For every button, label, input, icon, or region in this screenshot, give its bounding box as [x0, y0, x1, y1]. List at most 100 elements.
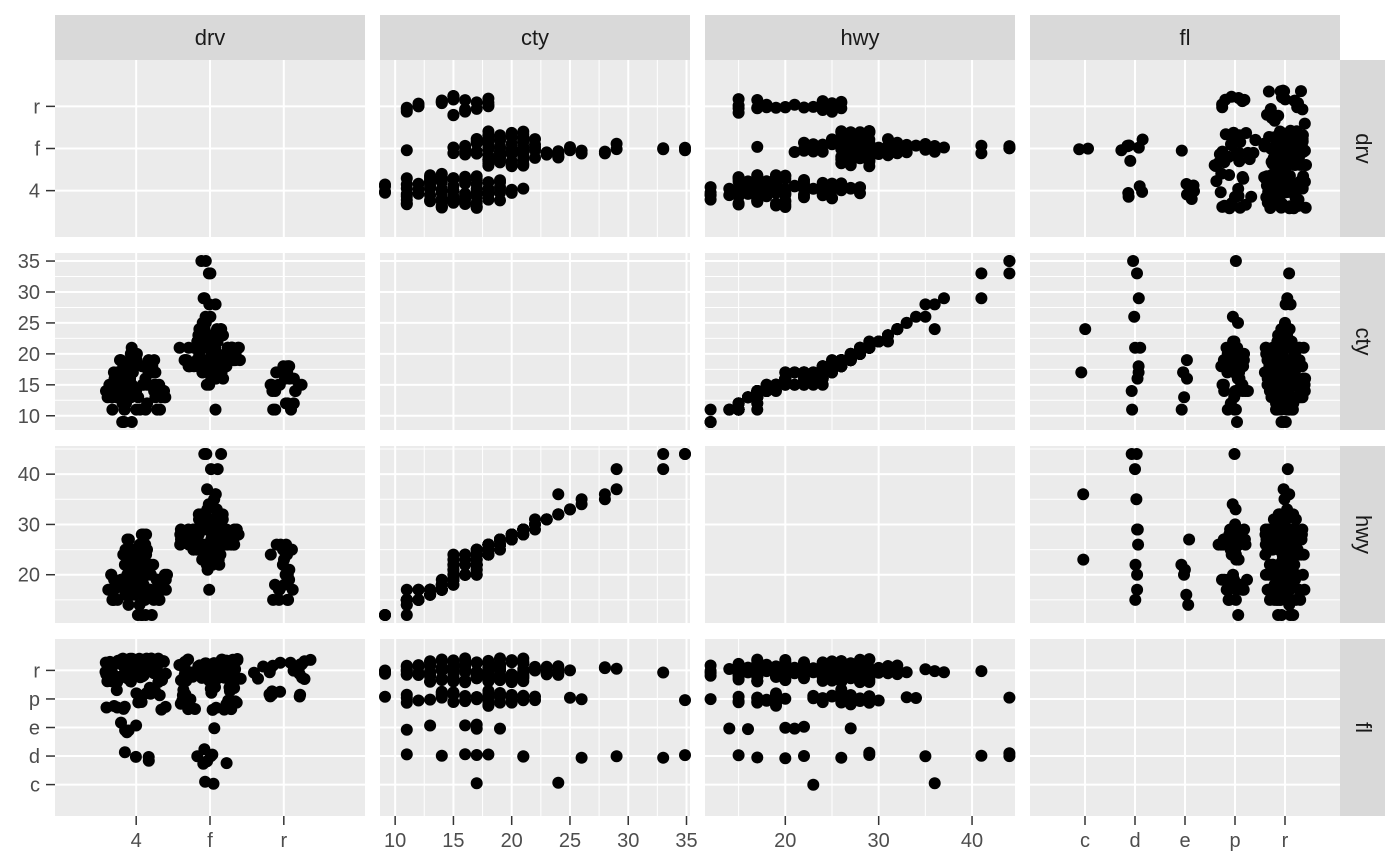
data-point-drv-vs-hwy — [760, 190, 773, 203]
data-point-fl-vs-hwy — [826, 658, 838, 671]
data-point-drv-vs-hwy — [844, 126, 857, 139]
data-point-hwy-vs-fl — [1132, 538, 1145, 551]
data-point-cty-vs-drv — [204, 310, 217, 323]
data-point-cty-vs-fl — [1217, 378, 1230, 391]
data-point-cty-vs-hwy — [938, 292, 950, 305]
data-point-cty-vs-fl — [1125, 385, 1138, 397]
data-point-fl-vs-cty — [435, 689, 448, 701]
data-point-cty-vs-hwy — [807, 378, 820, 391]
strip-right-label-fl: fl — [1351, 722, 1376, 733]
data-point-cty-vs-fl — [1177, 366, 1190, 379]
data-point-fl-vs-drv — [100, 701, 113, 714]
data-point-drv-vs-fl — [1288, 94, 1301, 107]
data-point-fl-vs-drv — [298, 655, 311, 668]
data-point-hwy-vs-drv — [269, 578, 281, 591]
data-point-drv-vs-fl — [1121, 140, 1134, 153]
data-point-fl-vs-drv — [199, 775, 212, 788]
data-point-hwy-vs-drv — [203, 583, 216, 596]
x-tick-label-fl: d — [1129, 830, 1140, 852]
data-point-drv-vs-cty — [424, 169, 437, 182]
data-point-drv-vs-cty — [598, 145, 611, 158]
data-point-fl-vs-drv — [159, 700, 172, 713]
data-point-cty-vs-drv — [215, 323, 228, 336]
data-point-fl-vs-hwy — [835, 751, 848, 764]
data-point-fl-vs-cty — [529, 663, 541, 676]
data-point-drv-vs-fl — [1247, 146, 1260, 159]
data-point-fl-vs-hwy — [928, 665, 941, 678]
data-point-drv-vs-fl — [1218, 156, 1231, 169]
data-point-cty-vs-fl — [1263, 360, 1276, 373]
data-point-fl-vs-cty — [657, 666, 670, 679]
x-tick-label-hwy: 30 — [868, 830, 890, 852]
data-point-fl-vs-hwy — [732, 749, 745, 762]
strip-right-label-drv: drv — [1351, 133, 1376, 164]
data-point-drv-vs-cty — [447, 90, 460, 102]
data-point-hwy-vs-fl — [1130, 493, 1143, 506]
y-tick-label-fl: e — [29, 718, 40, 740]
data-point-fl-vs-hwy — [751, 751, 764, 764]
strip-right-label-hwy: hwy — [1351, 515, 1376, 554]
data-point-fl-vs-cty — [459, 748, 472, 761]
data-point-cty-vs-fl — [1224, 397, 1237, 410]
data-point-fl-vs-cty — [435, 654, 448, 667]
data-point-hwy-vs-cty — [610, 463, 623, 476]
data-point-drv-vs-fl — [1225, 137, 1238, 150]
data-point-drv-vs-cty — [517, 153, 530, 166]
data-point-hwy-vs-drv — [122, 533, 135, 546]
data-point-drv-vs-hwy — [807, 182, 820, 195]
data-point-drv-vs-fl — [1286, 183, 1299, 196]
data-point-fl-vs-cty — [400, 668, 413, 681]
data-point-drv-vs-hwy — [770, 169, 782, 182]
strip-top-cty — [380, 15, 690, 60]
data-point-fl-vs-cty — [435, 673, 448, 686]
data-point-fl-vs-cty — [400, 748, 413, 761]
data-point-fl-vs-hwy — [779, 752, 792, 765]
data-point-fl-vs-hwy — [1003, 691, 1016, 704]
data-point-drv-vs-cty — [505, 126, 518, 139]
data-point-fl-vs-hwy — [807, 778, 820, 791]
data-point-drv-vs-hwy — [779, 101, 792, 113]
data-point-cty-vs-hwy — [882, 329, 894, 342]
data-point-drv-vs-hwy — [770, 177, 782, 190]
data-point-drv-vs-hwy — [779, 169, 792, 182]
data-point-fl-vs-cty — [494, 722, 506, 735]
data-point-cty-vs-fl — [1229, 255, 1242, 267]
data-point-drv-vs-hwy — [760, 98, 773, 111]
data-point-cty-vs-hwy — [770, 385, 782, 397]
data-point-cty-vs-drv — [281, 397, 294, 410]
data-point-fl-vs-hwy — [844, 672, 857, 685]
data-point-hwy-vs-drv — [273, 593, 285, 606]
data-point-fl-vs-hwy — [816, 669, 829, 682]
data-point-cty-vs-fl — [1227, 335, 1240, 348]
data-point-drv-vs-hwy — [770, 101, 782, 114]
data-point-drv-vs-cty — [494, 184, 506, 197]
data-point-fl-vs-drv — [130, 687, 143, 700]
data-point-drv-vs-hwy — [835, 95, 848, 108]
strip-right-label-cty: cty — [1351, 327, 1376, 355]
data-point-hwy-vs-drv — [161, 568, 173, 581]
data-point-drv-vs-hwy — [863, 137, 876, 149]
data-point-hwy-vs-fl — [1217, 533, 1230, 546]
data-point-cty-vs-drv — [117, 416, 130, 428]
data-point-drv-vs-fl — [1236, 171, 1249, 183]
data-point-drv-vs-cty — [529, 133, 541, 146]
data-point-cty-vs-fl — [1127, 255, 1140, 267]
data-point-fl-vs-hwy — [798, 672, 810, 685]
data-point-cty-vs-hwy — [1003, 267, 1016, 280]
data-point-drv-vs-cty — [435, 167, 448, 180]
data-point-cty-vs-drv — [225, 341, 238, 354]
data-point-fl-vs-hwy — [844, 689, 857, 702]
x-tick-label-drv: 4 — [131, 830, 142, 852]
data-point-hwy-vs-cty — [494, 533, 506, 546]
data-point-drv-vs-hwy — [751, 184, 764, 197]
data-point-drv-vs-fl — [1299, 201, 1312, 214]
data-point-cty-vs-hwy — [798, 378, 810, 391]
x-tick-label-cty: 30 — [617, 830, 639, 852]
data-point-cty-vs-drv — [209, 298, 222, 311]
data-point-cty-vs-hwy — [928, 298, 941, 311]
data-point-drv-vs-fl — [1227, 126, 1240, 139]
data-point-fl-vs-hwy — [938, 666, 950, 679]
data-point-fl-vs-cty — [610, 750, 623, 763]
data-point-fl-vs-hwy — [863, 665, 876, 678]
